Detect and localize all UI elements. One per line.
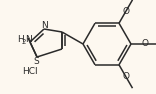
Text: O: O bbox=[122, 7, 129, 16]
Text: N: N bbox=[25, 34, 32, 44]
Text: S: S bbox=[33, 56, 39, 66]
Text: 2: 2 bbox=[22, 39, 26, 45]
Text: HCl: HCl bbox=[22, 67, 38, 77]
Text: O: O bbox=[141, 39, 149, 49]
Text: N: N bbox=[42, 22, 48, 30]
Text: H: H bbox=[17, 34, 24, 44]
Text: O: O bbox=[122, 72, 129, 81]
